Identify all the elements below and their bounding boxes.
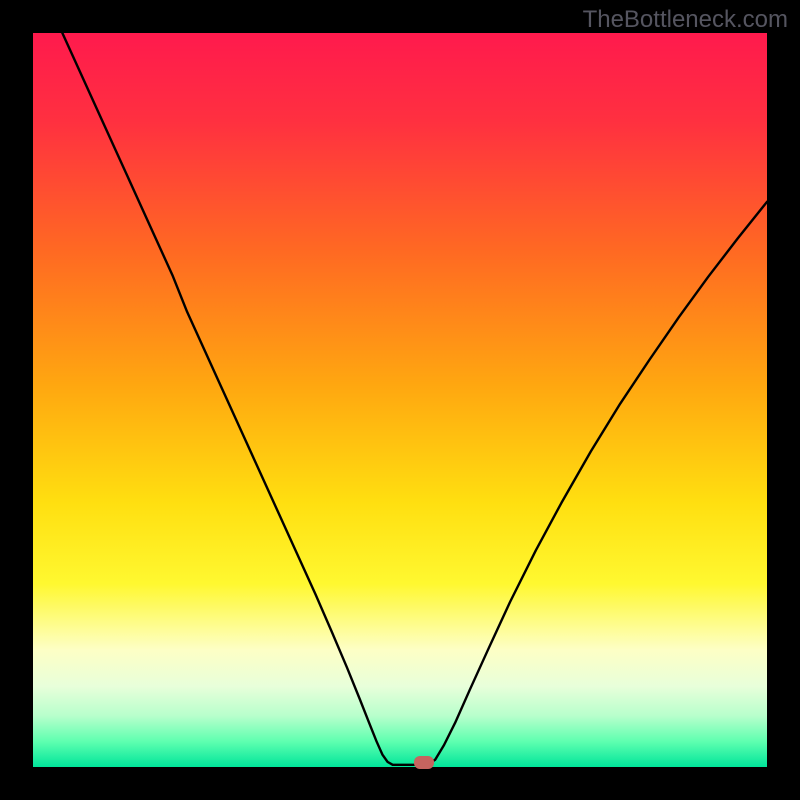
optimal-point-marker xyxy=(414,756,435,769)
gradient-background xyxy=(33,33,767,767)
plot-area xyxy=(33,33,767,767)
chart-frame: TheBottleneck.com xyxy=(0,0,800,800)
watermark-text: TheBottleneck.com xyxy=(583,6,788,34)
